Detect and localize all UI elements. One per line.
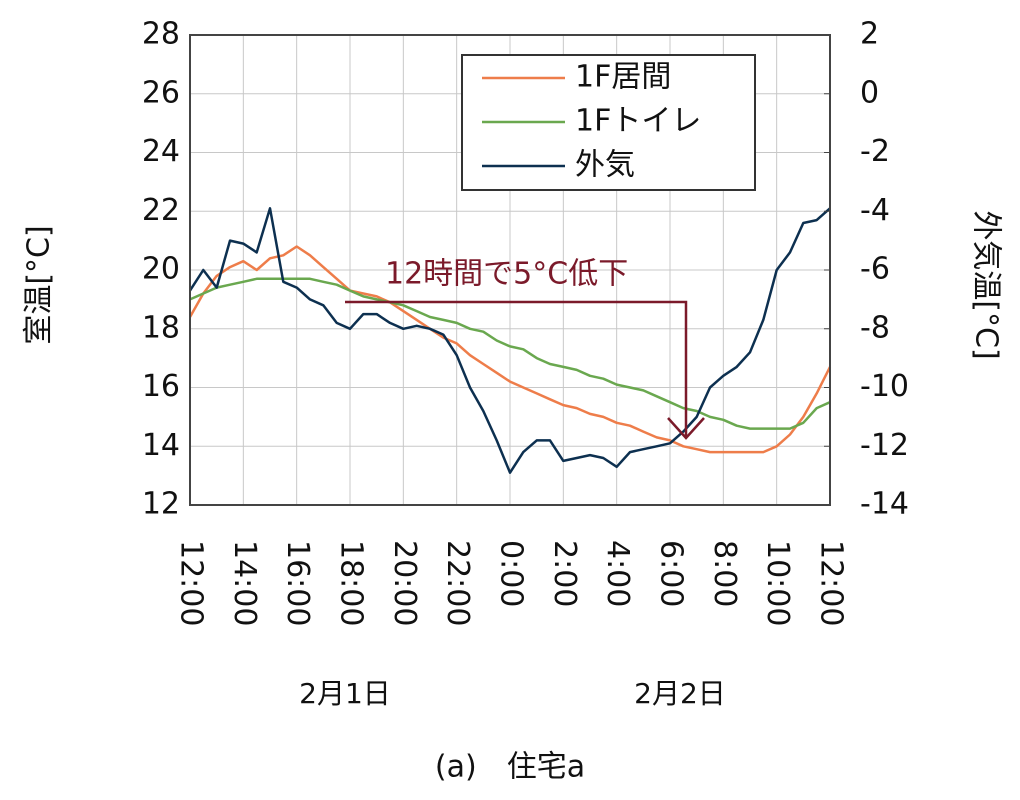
y2-tick-label: -4 (860, 193, 890, 228)
x-tick-label: 8:00 (707, 540, 742, 607)
x-tick-label: 4:00 (600, 540, 635, 607)
x-tick-label: 18:00 (334, 540, 369, 626)
x-tick-label: 6:00 (654, 540, 689, 607)
date-label: 2月2日 (634, 677, 726, 710)
y2-tick-label: -8 (860, 310, 890, 345)
caption: (a) 住宅a (435, 750, 585, 785)
y-tick-label: 22 (142, 193, 180, 228)
arrow-head (667, 417, 705, 440)
x-tick-label: 12:00 (174, 540, 209, 626)
x-tick-label: 22:00 (440, 540, 475, 626)
y-tick-label: 14 (142, 428, 180, 463)
x-tick-label: 0:00 (494, 540, 529, 607)
y2-tick-label: 0 (860, 75, 879, 110)
series-line (189, 277, 831, 430)
legend-label: 外気 (575, 148, 635, 183)
date-label: 2月1日 (299, 677, 391, 710)
y2-axis-label: 外気温[°C] (969, 210, 1004, 359)
y-tick-label: 16 (142, 369, 180, 404)
x-tick-label: 14:00 (227, 540, 262, 626)
y2-tick-label: 2 (860, 17, 879, 52)
legend-label: 1F居間 (575, 60, 671, 95)
y2-tick-label: -2 (860, 134, 890, 169)
y2-tick-label: -12 (860, 428, 909, 463)
y-tick-label: 18 (142, 310, 180, 345)
x-tick-label: 16:00 (280, 540, 315, 626)
y2-tick-label: -10 (860, 369, 909, 404)
x-tick-label: 2:00 (547, 540, 582, 607)
x-tick-label: 10:00 (760, 540, 795, 626)
y2-tick-label: -6 (860, 252, 890, 287)
annotation: 12時間で5°C低下 (345, 257, 705, 440)
y-tick-label: 12 (142, 487, 180, 522)
y2-tick-label: -14 (860, 487, 909, 522)
y-tick-label: 20 (142, 252, 180, 287)
y-tick-label: 24 (142, 134, 180, 169)
y-tick-label: 26 (142, 75, 180, 110)
x-tick-label: 20:00 (387, 540, 422, 626)
series-line (188, 245, 832, 454)
x-tick-label: 12:00 (814, 540, 849, 626)
legend-label: 1Fトイレ (575, 104, 701, 139)
y-tick-label: 28 (142, 17, 180, 52)
series-line (188, 207, 831, 474)
annotation-arrow (345, 300, 688, 436)
annotation-text: 12時間で5°C低下 (385, 257, 628, 292)
y-axis-label: 室温[°C] (22, 225, 57, 344)
